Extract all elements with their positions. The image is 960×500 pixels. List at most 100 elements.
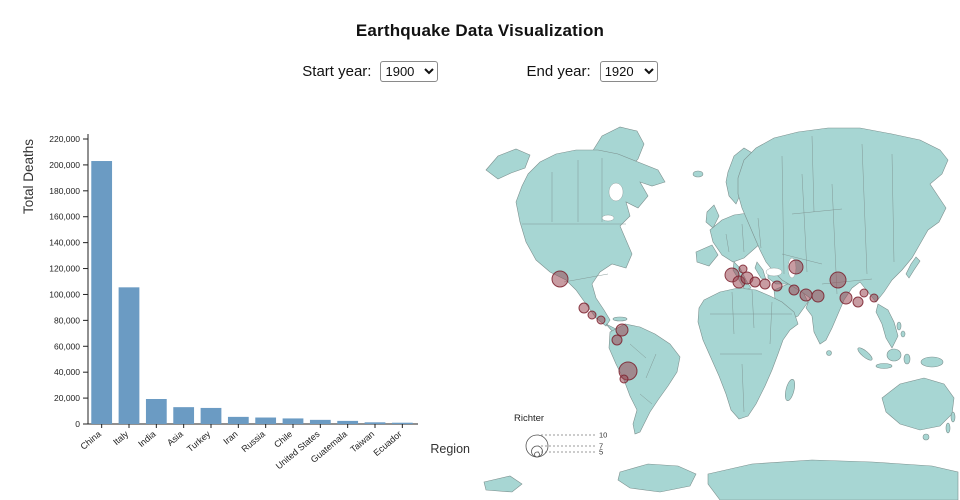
y-tick-label: 20,000 — [54, 393, 80, 403]
bar-chile — [282, 418, 304, 424]
country-borders — [522, 135, 895, 413]
water-black-sea — [765, 267, 783, 277]
legend-value-label: 7 — [599, 442, 603, 451]
x-tick-label: Ecuador — [372, 429, 404, 458]
y-tick-label: 80,000 — [54, 315, 80, 325]
richter-legend: Richter 10 75 — [514, 413, 607, 458]
start-year-label: Start year: — [302, 63, 372, 80]
bar-italy — [118, 287, 140, 424]
quake-marker — [869, 293, 879, 303]
quake-marker — [619, 374, 629, 384]
quake-marker — [859, 288, 869, 298]
y-tick-label: 140,000 — [49, 238, 80, 248]
landmass-japan — [905, 256, 921, 279]
quake-marker — [749, 276, 761, 288]
landmass-new-zealand-s — [945, 422, 951, 434]
quake-marker — [738, 264, 748, 274]
x-tick-label: Chile — [272, 429, 294, 450]
legend-circle — [531, 445, 543, 458]
bar-india — [145, 398, 167, 424]
landmass-madagascar — [784, 378, 796, 402]
world-map: Richter 10 75 — [483, 126, 959, 500]
y-tick-label: 120,000 — [49, 264, 80, 274]
landmass-java — [875, 363, 893, 369]
bar-china — [91, 161, 113, 424]
y-tick-label: 200,000 — [49, 160, 80, 170]
landmass-sri-lanka — [826, 350, 832, 356]
bar-united-states — [309, 419, 331, 424]
border-lines — [522, 135, 895, 413]
y-tick-label: 100,000 — [49, 289, 80, 299]
quake-marker — [852, 296, 864, 308]
landmass-tasmania — [922, 433, 930, 441]
landmass-iberia — [695, 244, 719, 267]
start-year-select[interactable]: 1900 — [380, 61, 439, 82]
x-tick-label: Russia — [239, 429, 267, 454]
quake-marker — [551, 270, 569, 288]
legend-circle — [534, 451, 540, 458]
quake-marker — [771, 280, 783, 292]
x-tick-label: China — [79, 429, 103, 452]
y-tick-label: 220,000 — [49, 134, 80, 144]
landmass-australia — [881, 377, 955, 431]
y-axis-title: Total Deaths — [21, 139, 36, 214]
landmass-sumatra — [857, 347, 873, 361]
landmass-antarctica-east — [707, 459, 959, 500]
landmass-new-zealand-n — [950, 411, 956, 423]
landmass-new-guinea — [920, 356, 944, 368]
quake-marker — [839, 291, 853, 305]
quake-markers — [551, 259, 879, 384]
bar-chart: 0 20,000 40,000 60,000 80,000 100,000 120,000 1… — [21, 134, 470, 471]
start-year-group: Start year: 1900 — [302, 61, 439, 82]
bar-guatemala — [337, 420, 359, 424]
quake-marker — [788, 259, 804, 275]
legend-value-label: 5 — [599, 448, 603, 457]
end-year-group: End year: 1920 — [526, 61, 658, 82]
water-great-lakes — [601, 214, 615, 222]
end-year-select[interactable]: 1920 — [599, 61, 658, 82]
landmass-philippines-2 — [900, 330, 906, 338]
bar-asia — [173, 407, 195, 424]
x-tick-label: Italy — [111, 429, 130, 448]
legend-value-label: 10 — [599, 431, 607, 440]
y-tick-label: 60,000 — [54, 341, 80, 351]
y-tick-label: 160,000 — [49, 212, 80, 222]
quake-marker — [596, 315, 606, 325]
landmass-borneo — [886, 348, 902, 362]
x-tick-label: Asia — [165, 429, 185, 448]
bar-ecuador — [391, 422, 413, 424]
bar-turkey — [200, 407, 222, 424]
quake-marker — [829, 271, 847, 289]
landmass-indochina — [875, 303, 899, 349]
y-tick-label: 40,000 — [54, 367, 80, 377]
landmass-philippines — [896, 321, 902, 331]
landmass-antarctica-fragment — [483, 475, 523, 493]
legend-title: Richter — [514, 413, 544, 424]
bar-iran — [227, 416, 249, 424]
landmass-alaska — [485, 148, 531, 180]
x-tick-label: Iran — [221, 429, 239, 447]
y-tick-label: 180,000 — [49, 186, 80, 196]
quake-marker — [759, 278, 771, 290]
quake-marker — [578, 302, 590, 314]
water-hudson-bay — [608, 182, 624, 202]
continents — [483, 126, 959, 500]
landmass-north-america — [515, 149, 666, 327]
landmass-africa — [697, 287, 799, 420]
x-tick-label: India — [136, 429, 157, 449]
landmass-british-isles — [705, 204, 720, 229]
quake-marker — [587, 310, 597, 320]
x-tick-label: Turkey — [185, 429, 213, 454]
quake-marker — [611, 334, 623, 346]
bar-taiwan — [364, 422, 386, 424]
landmass-iceland — [692, 170, 704, 178]
year-controls: Start year: 1900 End year: 1920 — [0, 61, 960, 82]
bar-russia — [255, 417, 277, 424]
quake-marker — [788, 284, 800, 296]
quake-marker — [811, 289, 825, 303]
quake-marker — [615, 323, 629, 337]
end-year-label: End year: — [526, 63, 591, 80]
landmass-antarctica-west — [617, 463, 697, 493]
quake-marker — [799, 288, 813, 302]
